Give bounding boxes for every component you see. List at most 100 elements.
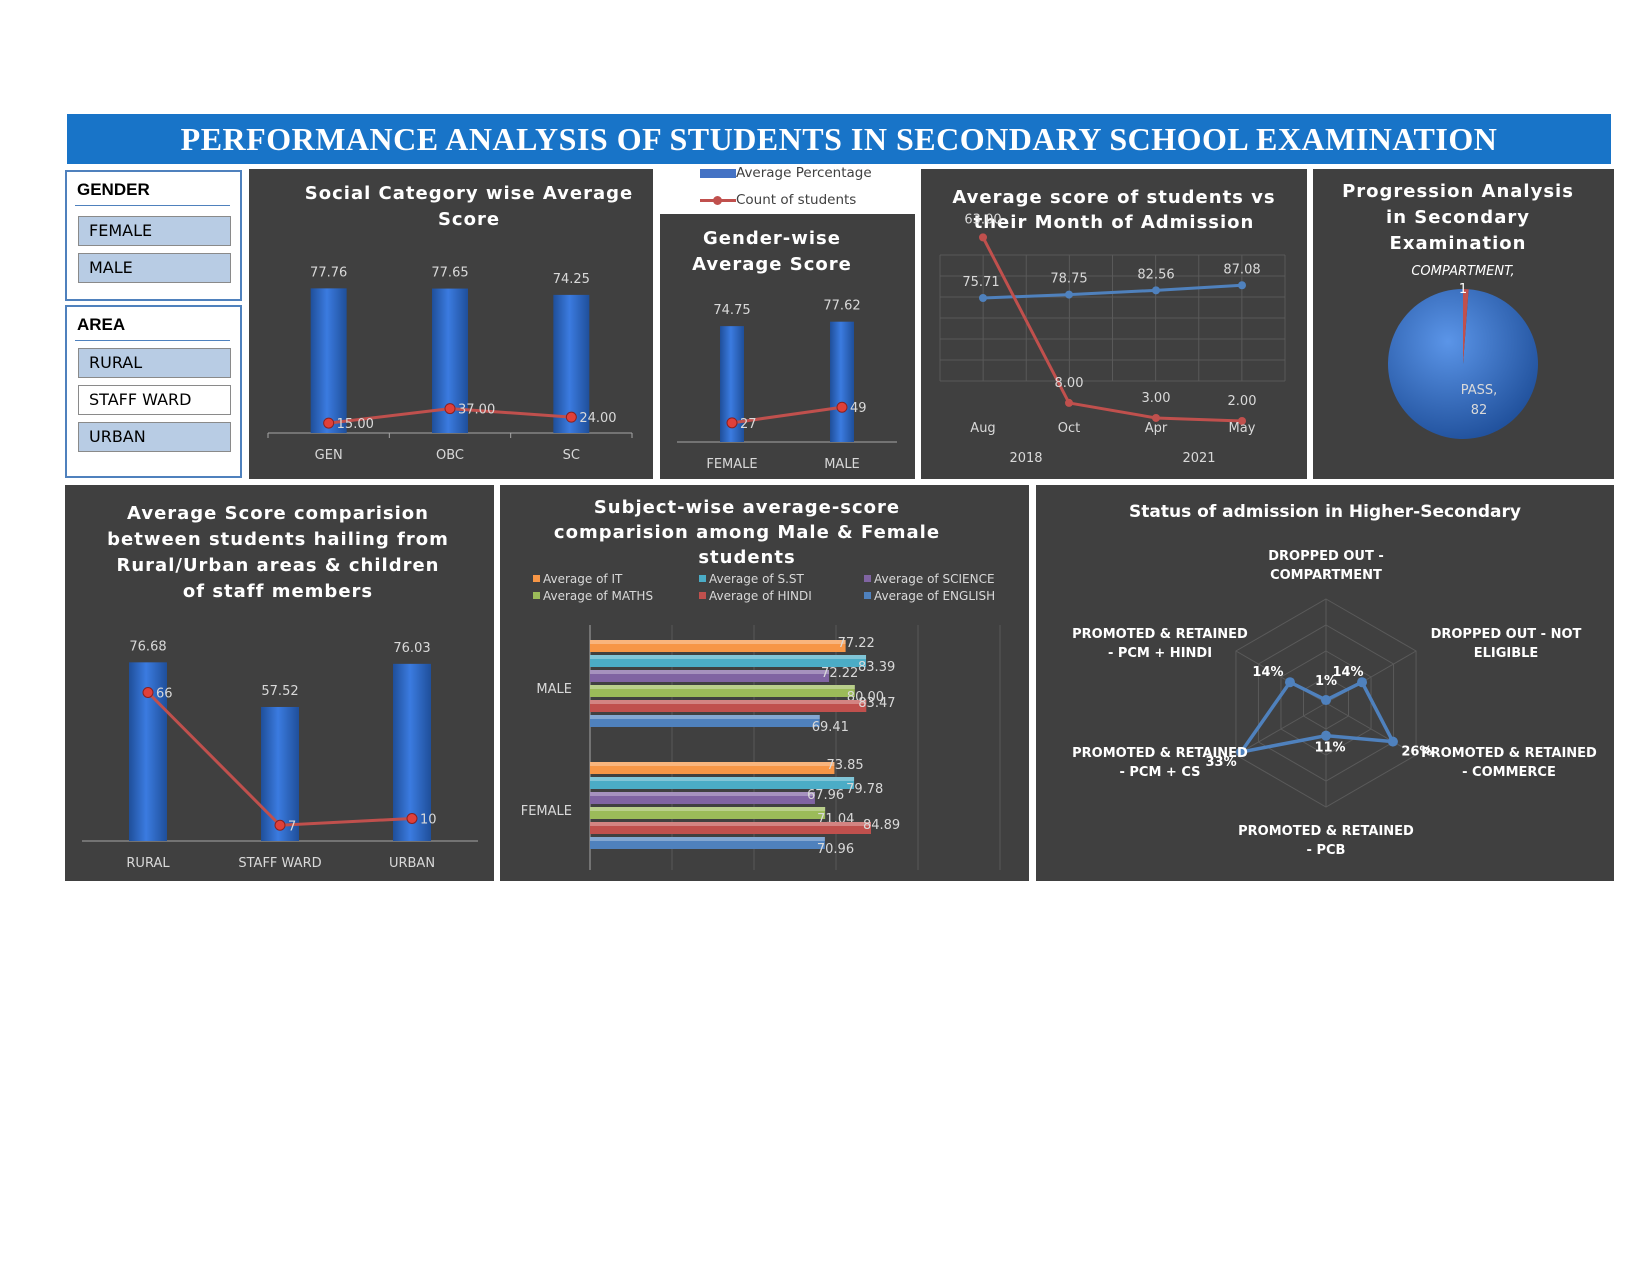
bar-shine	[590, 670, 830, 674]
series-line	[981, 236, 1243, 423]
legend-swatch	[699, 592, 706, 599]
series-point	[1065, 290, 1073, 299]
bar	[590, 685, 855, 697]
pie-label: PASS,	[1461, 383, 1498, 398]
radar-point	[1321, 695, 1331, 706]
slicer-item-rural[interactable]: RURAL	[78, 348, 231, 378]
count-label: 10	[420, 813, 437, 828]
legend-label: Average of HINDI	[709, 589, 812, 603]
radar-point	[1387, 736, 1398, 747]
legend-label: Average of ENGLISH	[874, 589, 995, 603]
bar	[590, 762, 835, 774]
bar-value-label: 83.47	[858, 696, 895, 711]
count-label: 7	[288, 819, 296, 834]
bar-shine	[590, 700, 867, 704]
series-point	[1065, 398, 1073, 407]
bar	[590, 655, 867, 667]
bar	[830, 321, 854, 442]
series-point	[1152, 413, 1160, 422]
count-point	[406, 813, 418, 824]
slicer-item-male[interactable]: MALE	[78, 253, 231, 283]
chart-title: their Month of Admission	[974, 212, 1255, 233]
radar-point	[1321, 730, 1331, 741]
bar-shine	[590, 655, 867, 659]
radar-axis-label: COMPARTMENT	[1270, 568, 1382, 583]
legend-swatch	[533, 592, 540, 599]
radar-axis-label: PROMOTED & RETAINED	[1238, 824, 1414, 839]
bar	[590, 640, 846, 652]
radar-value-label: 1%	[1315, 674, 1337, 689]
category-label: URBAN	[389, 856, 435, 871]
category-label: GEN	[315, 448, 343, 463]
bar	[553, 294, 590, 433]
radar-point	[1236, 747, 1247, 758]
bar-value-label: 74.75	[713, 303, 750, 318]
bar-shine	[590, 837, 825, 841]
chart-title: Progression Analysis	[1342, 181, 1574, 202]
slicer-item-female[interactable]: FEMALE	[78, 216, 231, 246]
count-label: 66	[156, 687, 173, 702]
bar-value-label: 76.03	[393, 641, 430, 656]
bar-value-label: 84.89	[863, 818, 900, 833]
category-label: SC	[563, 448, 580, 463]
admission-radar-chart: Status of admission in Higher-Secondary 1…	[1072, 502, 1597, 858]
legend-item-line: Count of students	[700, 192, 856, 208]
radar-axis-label: PROMOTED & RETAINED	[1072, 746, 1248, 761]
chart-title: Status of admission in Higher-Secondary	[1129, 502, 1521, 522]
slicer-item-urban[interactable]: URBAN	[78, 422, 231, 452]
bar	[590, 822, 871, 834]
bar-value-label: 77.65	[431, 266, 468, 281]
category-label: FEMALE	[521, 804, 572, 819]
point-label: 87.08	[1223, 262, 1260, 277]
bar	[590, 807, 826, 819]
bar-value-label: 77.22	[838, 636, 875, 651]
bar-shine	[590, 792, 815, 796]
series-point	[1238, 416, 1246, 425]
category-label: Apr	[1145, 421, 1168, 436]
bar-value-label: 67.96	[807, 788, 844, 803]
chart-title: comparision among Male & Female	[554, 522, 940, 543]
area-slicer-title: AREA	[77, 315, 126, 334]
category-label: OBC	[436, 448, 464, 463]
slicer-item-staff-ward[interactable]: STAFF WARD	[78, 385, 231, 415]
count-point	[444, 403, 456, 415]
radar-axis-label: PROMOTED & RETAINED	[1072, 627, 1248, 642]
dashboard-title: PERFORMANCE ANALYSIS OF STUDENTS IN SECO…	[67, 114, 1611, 164]
radar-axis-label: - COMMERCE	[1462, 765, 1556, 780]
series-point	[979, 233, 987, 242]
bar	[590, 837, 825, 849]
legend-swatch	[533, 575, 540, 582]
point-label: 82.56	[1137, 267, 1174, 282]
bar	[590, 700, 867, 712]
point-label: 8.00	[1055, 376, 1084, 391]
subject-chart: Subject-wise average-score comparision am…	[521, 497, 1001, 870]
category-label: FEMALE	[706, 457, 757, 472]
bar-value-label: 73.85	[826, 758, 863, 773]
bar-shine	[590, 807, 826, 811]
bar	[590, 670, 830, 682]
bar-shine	[590, 685, 855, 689]
chart-title: Social Category wise Average	[305, 183, 633, 204]
count-point	[565, 411, 577, 423]
point-label: 78.75	[1050, 272, 1087, 287]
bar-value-label: 74.25	[553, 272, 590, 287]
radar-axis-label: DROPPED OUT -	[1268, 549, 1384, 564]
bar-value-label: 83.39	[858, 660, 895, 675]
bar	[393, 663, 431, 841]
chart-title: Rural/Urban areas & children	[117, 555, 440, 576]
count-point	[274, 819, 286, 831]
bar	[310, 288, 347, 433]
radar-axis-label: ELIGIBLE	[1474, 646, 1539, 661]
series-point	[1238, 281, 1246, 290]
bar-value-label: 77.62	[823, 299, 860, 314]
chart-title: Average Score	[692, 254, 852, 275]
legend-item-bar: Average Percentage	[700, 165, 872, 181]
category-label: MALE	[536, 682, 572, 697]
radar-value-label: 14%	[1332, 665, 1363, 680]
bar-shine	[590, 762, 835, 766]
count-label: 49	[850, 401, 867, 416]
category-label: Aug	[970, 421, 995, 436]
count-label: 27	[740, 417, 757, 432]
legend-label: Average of MATHS	[543, 589, 653, 603]
chart-title: in Secondary	[1386, 207, 1530, 228]
